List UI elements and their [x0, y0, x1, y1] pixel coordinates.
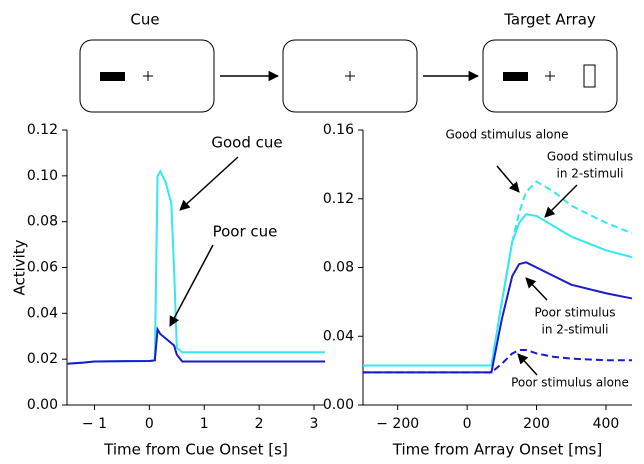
annotation-arrow [179, 156, 239, 211]
series-line [66, 326, 325, 365]
annotation: in 2-stimuli [542, 323, 609, 337]
series-line [363, 349, 632, 374]
y-tick-label: 0.16 [323, 122, 354, 138]
annotation: Good stimulus [547, 150, 633, 164]
annotation-arrow [169, 244, 214, 327]
y-tick-label: 0.12 [323, 191, 354, 207]
diagram-label: Target Array [503, 11, 596, 29]
x-tick-label: 0 [463, 416, 472, 432]
screen-box [79, 39, 215, 113]
annotation: Poor stimulus [534, 306, 615, 320]
x-tick-label: 0 [145, 416, 154, 432]
y-tick-label: 0.10 [27, 168, 58, 184]
fixation [143, 71, 153, 81]
x-tick-label: 2 [255, 416, 264, 432]
series-line [66, 169, 325, 365]
annotation-arrow [525, 277, 548, 301]
cue-bar [100, 72, 125, 81]
screen-box [282, 39, 418, 113]
task-diagram: Cue Target Array [79, 11, 618, 113]
x-tick-label: 3 [310, 416, 319, 432]
annotation-arrow [544, 184, 578, 218]
y-tick-label: 0.00 [323, 397, 354, 413]
y-tick-label: 0.02 [27, 351, 58, 367]
y-tick-label: 0.04 [27, 305, 58, 321]
annotation-arrow [496, 165, 520, 193]
annotation: Poor cue [213, 223, 278, 241]
y-tick-label: 0.08 [27, 214, 58, 230]
series-line [363, 213, 633, 367]
x-axis-label: Time from Cue Onset [s] [103, 441, 288, 459]
annotation-arrow [517, 353, 538, 376]
y-tick-label: 0.00 [27, 397, 58, 413]
y-axis-label: Activity [11, 239, 29, 295]
fixation [545, 71, 555, 81]
x-tick-label: 200 [523, 416, 550, 432]
annotation: Good stimulus alone [445, 128, 568, 142]
x-axis-label: Time from Array Onset [ms] [392, 441, 602, 459]
target-bar [503, 72, 528, 81]
annotation: in 2-stimuli [557, 167, 624, 181]
diagram-label: Cue [130, 11, 159, 29]
x-tick-label: − 200 [376, 416, 419, 432]
fixation [345, 71, 355, 81]
annotation: Poor stimulus alone [511, 376, 629, 390]
annotation: Good cue [211, 134, 282, 152]
y-tick-label: 0.08 [323, 260, 354, 276]
x-tick-label: 1 [200, 416, 209, 432]
x-tick-label: 400 [593, 416, 620, 432]
target-outline [583, 64, 596, 88]
x-tick-label: − 1 [82, 416, 107, 432]
y-tick-label: 0.04 [323, 328, 354, 344]
y-tick-label: 0.12 [27, 122, 58, 138]
y-tick-label: 0.06 [27, 260, 58, 276]
screen-box [482, 39, 618, 113]
